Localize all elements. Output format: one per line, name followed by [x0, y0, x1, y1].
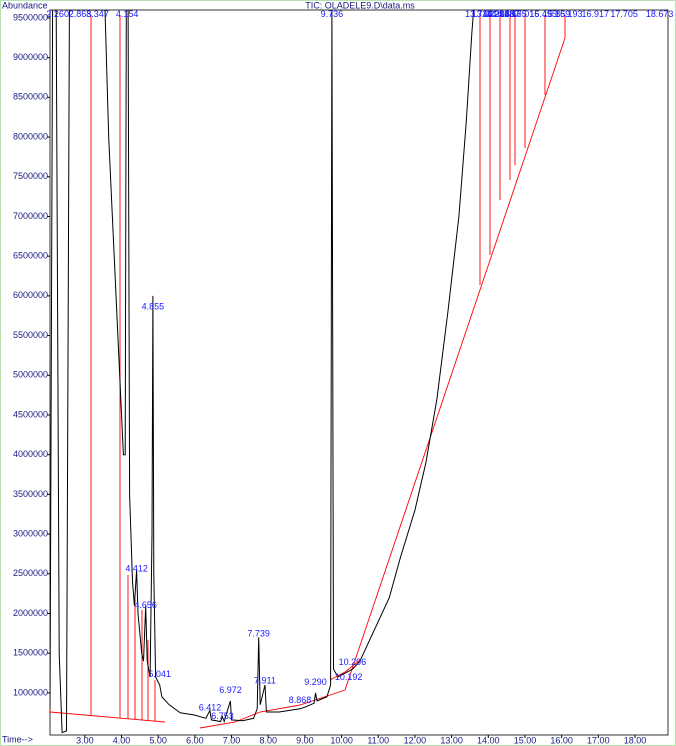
- y-tick-label: 1500000: [13, 648, 48, 658]
- x-tick-label: 6.00: [186, 735, 204, 745]
- trace-line: [50, 10, 475, 734]
- peak-label: 15.495: [529, 9, 557, 19]
- x-axis-label: Time-->: [2, 734, 33, 744]
- y-tick-label: 9500000: [13, 12, 48, 22]
- x-tick-label: 7.00: [223, 735, 241, 745]
- peak-label: 14.487: [492, 9, 520, 19]
- peak-label: 14.328: [487, 9, 515, 19]
- peak-label: 14.675: [499, 9, 527, 19]
- traces: [50, 10, 475, 734]
- y-tick-label: 6500000: [13, 251, 48, 261]
- peak-label: 13.743: [465, 9, 493, 19]
- x-tick-label: 17.00: [587, 735, 610, 745]
- peak-label: 4.412: [125, 563, 148, 573]
- x-tick-label: 16.00: [550, 735, 573, 745]
- peak-label: 6.972: [219, 685, 242, 695]
- peak-label: 18.673: [646, 9, 674, 19]
- x-tick-label: 8.00: [259, 735, 277, 745]
- peak-label: 10.192: [335, 672, 363, 682]
- peak-label: 9.290: [304, 677, 327, 687]
- peak-label: 7.911: [254, 675, 276, 685]
- y-tick-label: 7000000: [13, 211, 48, 221]
- y-tick-label: 2000000: [13, 608, 48, 618]
- peak-label: 10.296: [339, 657, 367, 667]
- y-tick-label: 6000000: [13, 290, 48, 300]
- peak-label: 2.260: [46, 9, 69, 19]
- peak-label: 6.753: [211, 711, 234, 721]
- y-tick-label: 2500000: [13, 568, 48, 578]
- y-tick-label: 8500000: [13, 92, 48, 102]
- x-tick-label: 4.00: [113, 735, 131, 745]
- peak-label: 17.705: [610, 9, 638, 19]
- y-tick-label: 8000000: [13, 131, 48, 141]
- peak-label: 16.193: [555, 9, 583, 19]
- peak-label: 4.656: [134, 600, 157, 610]
- baseline: [329, 659, 361, 681]
- baseline: [50, 711, 166, 723]
- x-tick-label: 14.00: [477, 735, 500, 745]
- peak-label: 6.412: [199, 702, 222, 712]
- x-tick-label: 11.00: [367, 735, 389, 745]
- y-tick-label: 4000000: [13, 449, 48, 459]
- peak-label: 9.736: [321, 9, 344, 19]
- x-tick-label: 12.00: [404, 735, 427, 745]
- peak-label: 2.868: [69, 9, 92, 19]
- y-tick-label: 4500000: [13, 409, 48, 419]
- x-tick-label: 15.00: [514, 735, 537, 745]
- peak-label: 14.206: [482, 9, 510, 19]
- peak-label: 16.917: [582, 9, 610, 19]
- peak-label: 3.347: [86, 9, 109, 19]
- x-tick-label: 18.00: [624, 735, 647, 745]
- y-axis-label: Abundance: [2, 0, 48, 10]
- baseline: [344, 37, 566, 691]
- chart-title: TIC: OLADELE9.D\data.ms: [305, 0, 415, 10]
- peak-label: 15.016: [512, 9, 540, 19]
- plot-area: [49, 9, 669, 736]
- y-tick-label: 1000000: [13, 687, 48, 697]
- peak-label: 4.855: [142, 301, 165, 311]
- x-tick-label: 5.00: [149, 735, 167, 745]
- x-tick-label: 9.00: [296, 735, 314, 745]
- x-tick-label: 3.00: [76, 735, 94, 745]
- x-tick-label: 13.00: [440, 735, 463, 745]
- y-tick-label: 5500000: [13, 330, 48, 340]
- y-tick-label: 3000000: [13, 528, 48, 538]
- peak-label: 13.922: [472, 9, 500, 19]
- y-tick-label: 7500000: [13, 171, 48, 181]
- y-tick-label: 3500000: [13, 489, 48, 499]
- x-tick-label: 10.00: [330, 735, 353, 745]
- peak-label: 5.041: [148, 669, 171, 679]
- y-tick-label: 9000000: [13, 52, 48, 62]
- peak-label: 15.859: [543, 9, 571, 19]
- peak-label: 4.154: [116, 9, 139, 19]
- y-tick-label: 5000000: [13, 370, 48, 380]
- peak-label: 8.868: [289, 695, 312, 705]
- peak-label: 7.739: [247, 629, 270, 639]
